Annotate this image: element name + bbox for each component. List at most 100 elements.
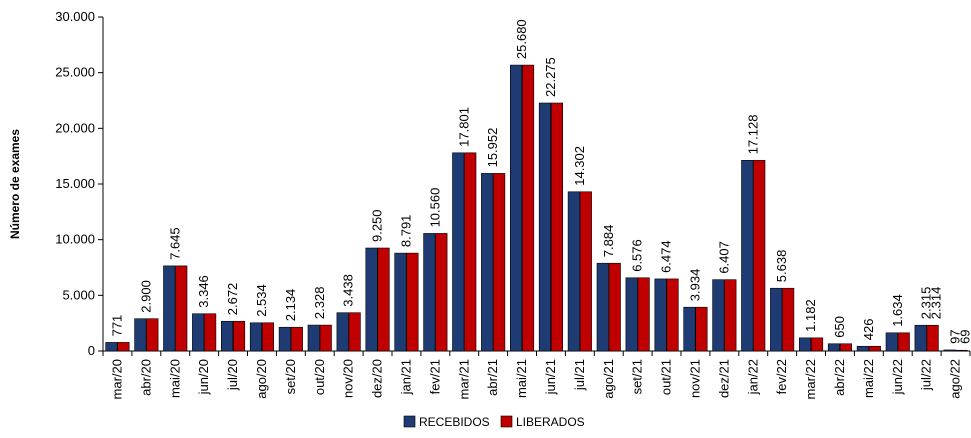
y-tick-label: 5.000 xyxy=(62,287,95,302)
bar-recebidos xyxy=(770,287,783,352)
y-tick-label: 10.000 xyxy=(55,232,95,247)
y-tick-label: 15.000 xyxy=(55,176,95,191)
legend-label-liberados: LIBERADOS xyxy=(516,415,585,429)
bar-recebidos xyxy=(538,102,552,352)
data-label: 5.638 xyxy=(774,250,789,283)
bar-recebidos xyxy=(567,191,580,352)
bar-liberados xyxy=(146,318,159,352)
bar-liberados xyxy=(233,320,246,352)
bar-liberados xyxy=(868,345,881,352)
bar-recebidos xyxy=(278,326,291,352)
data-label: 771 xyxy=(109,315,124,337)
x-tick-label: abr/21 xyxy=(485,359,500,396)
x-tick-label: out/20 xyxy=(312,359,327,395)
bar-recebidos xyxy=(885,332,898,352)
data-label: 426 xyxy=(861,319,876,341)
legend-swatch-liberados xyxy=(500,415,513,428)
data-label: 10.560 xyxy=(427,188,442,228)
data-label: 9.250 xyxy=(370,209,385,242)
bar-liberados xyxy=(695,306,708,352)
bar-liberados xyxy=(406,252,419,352)
bar-liberados xyxy=(521,64,535,352)
bar-recebidos xyxy=(827,343,841,352)
bar-liberados xyxy=(839,343,853,352)
bar-recebidos xyxy=(336,312,349,352)
bars-group xyxy=(105,64,968,352)
x-tick-label: mai/20 xyxy=(167,359,182,398)
bar-liberados xyxy=(493,173,506,352)
bar-recebidos xyxy=(423,233,436,352)
data-label: 3.934 xyxy=(687,269,702,302)
legend: RECEBIDOS LIBERADOS xyxy=(403,415,585,429)
bar-recebidos xyxy=(625,277,638,352)
bar-recebidos xyxy=(596,262,609,352)
bar-liberados xyxy=(666,278,679,352)
bar-liberados xyxy=(608,262,621,352)
bar-liberados xyxy=(175,265,188,352)
data-label: 14.302 xyxy=(572,146,587,186)
x-tick-label: ago/21 xyxy=(601,359,616,399)
x-tick-label: mai/22 xyxy=(861,359,876,398)
y-tick-label: 25.000 xyxy=(55,65,95,80)
y-tick-label: 20.000 xyxy=(55,120,95,135)
bar-recebidos xyxy=(741,160,754,352)
bar-liberados xyxy=(550,102,564,352)
data-label: 6.474 xyxy=(659,240,674,273)
x-tick-label: nov/21 xyxy=(687,359,702,398)
data-label: 15.952 xyxy=(485,128,500,168)
bar-recebidos xyxy=(221,320,234,352)
bar-liberados xyxy=(290,326,303,352)
x-tick-label: mar/20 xyxy=(109,359,124,399)
axes: 0 5.000 10.000 15.000 20.000 25.000 30.000 Núme… xyxy=(8,9,971,399)
bar-recebidos xyxy=(654,278,667,352)
x-tick-label: set/20 xyxy=(283,359,298,394)
x-tick-label: abr/20 xyxy=(138,359,153,396)
data-label: 17.801 xyxy=(456,107,471,147)
bar-liberados xyxy=(464,152,477,352)
data-label: 17.128 xyxy=(745,115,760,155)
x-tick-label: dez/21 xyxy=(716,359,731,398)
bar-liberados xyxy=(753,160,766,352)
bar-liberados xyxy=(724,279,737,352)
bar-liberados xyxy=(319,324,332,352)
y-tick-label: 30.000 xyxy=(55,9,95,24)
bar-recebidos xyxy=(509,64,523,352)
data-label: 1.182 xyxy=(803,299,818,332)
x-tick-label: set/21 xyxy=(630,359,645,394)
data-label: 2.134 xyxy=(283,289,298,322)
data-label: 650 xyxy=(832,316,847,338)
bar-recebidos xyxy=(943,349,956,352)
x-tick-label: jan/21 xyxy=(398,359,413,395)
legend-label-recebidos: RECEBIDOS xyxy=(419,415,490,429)
bar-liberados xyxy=(435,233,448,352)
bar-liberados xyxy=(348,312,361,352)
x-tick-label: jul/20 xyxy=(225,359,240,391)
bar-liberados xyxy=(782,287,795,352)
y-axis-title: Número de exames xyxy=(8,129,22,239)
data-label: 2.315 xyxy=(919,287,934,320)
bar-liberados xyxy=(117,342,130,352)
x-tick-label: jun/20 xyxy=(196,359,211,395)
x-tick-label: jun/21 xyxy=(543,359,558,395)
bar-recebidos xyxy=(192,313,205,352)
x-tick-label: mai/21 xyxy=(514,359,529,398)
bar-recebidos xyxy=(365,247,378,352)
bar-liberados xyxy=(204,313,217,352)
data-label: 2.328 xyxy=(312,287,327,320)
data-label: 3.346 xyxy=(196,275,211,308)
bar-liberados xyxy=(261,322,275,352)
bar-liberados xyxy=(926,324,939,352)
x-tick-label: jul/21 xyxy=(572,359,587,391)
data-label: 7.645 xyxy=(167,227,182,260)
bar-recebidos xyxy=(163,265,176,352)
bar-liberados xyxy=(579,191,592,352)
bar-recebidos xyxy=(798,337,812,352)
bar-liberados xyxy=(637,277,650,352)
x-tick-label: dez/20 xyxy=(370,359,385,398)
bar-recebidos xyxy=(914,324,927,352)
data-label: 6.576 xyxy=(630,239,645,272)
bar-liberados xyxy=(810,337,824,352)
bar-recebidos xyxy=(452,152,465,352)
